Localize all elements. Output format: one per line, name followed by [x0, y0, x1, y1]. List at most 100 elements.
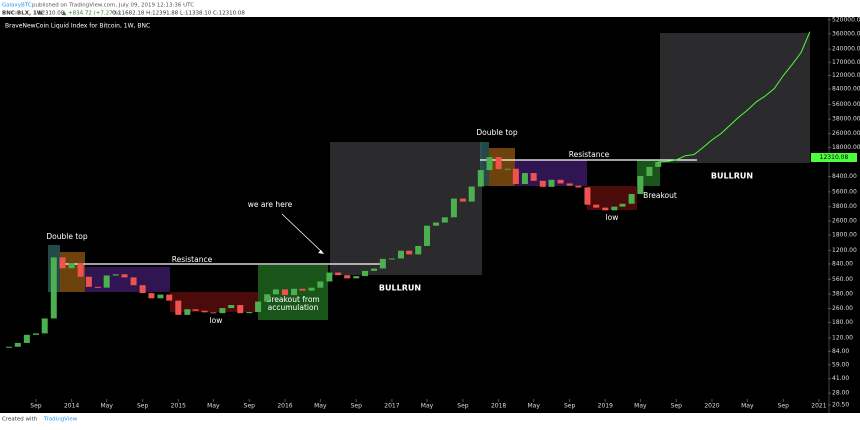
change: ▲ +834.72 (+7.27%)	[62, 11, 120, 17]
candle	[495, 157, 502, 170]
candle	[317, 281, 324, 288]
candle	[175, 300, 182, 315]
x-tick-label: Sep	[137, 403, 149, 410]
y-tick-label: 20.50	[832, 401, 849, 408]
candle	[23, 334, 30, 343]
y-tick-label: 520000.00	[832, 16, 860, 23]
x-tick-label: May	[741, 403, 754, 410]
x-tick-label: 2019	[598, 403, 613, 410]
annotation: BULLRUN	[711, 172, 753, 181]
candle	[50, 257, 57, 319]
footer-brand[interactable]: TradingView	[43, 417, 78, 423]
candle	[512, 168, 519, 184]
author[interactable]: GalaxyBTC	[2, 3, 32, 9]
ohlc: O:11682.18 H:12391.88 L:11338.10 C:12310…	[112, 11, 245, 17]
y-tick-label: 84000.00	[832, 86, 860, 93]
projection-line	[658, 31, 811, 163]
x-tick-label: Sep	[351, 403, 363, 410]
candle	[548, 179, 555, 187]
y-tick-label: 28.00	[832, 390, 849, 397]
candle	[530, 173, 537, 181]
x-tick-label: May	[527, 403, 540, 410]
candle	[459, 198, 466, 202]
candle	[192, 309, 199, 311]
zones	[48, 33, 810, 320]
candle	[344, 275, 351, 279]
y-tick-label: 240000.00	[832, 46, 860, 53]
y-tick-label: 120.00	[832, 334, 853, 341]
candle	[379, 258, 386, 269]
y-tick-label: 120000.00	[832, 72, 860, 79]
y-tick-label: 560.00	[832, 276, 853, 283]
candle	[646, 166, 653, 177]
candle	[388, 258, 395, 260]
y-tick-label: 360000.00	[832, 30, 860, 37]
price-tag	[811, 153, 857, 162]
y-tick-label: 840.00	[832, 260, 853, 267]
x-tick-label: May	[634, 403, 647, 410]
price-tag-label: 12310.08	[820, 154, 849, 161]
candle	[237, 305, 244, 314]
candle	[406, 250, 413, 255]
y-tick-label: 1200.00	[832, 247, 857, 254]
candle	[157, 294, 164, 299]
candle	[450, 198, 457, 218]
candle	[602, 207, 609, 211]
candle	[521, 173, 528, 184]
y-tick-label: 170000.00	[832, 59, 860, 66]
candle	[504, 168, 511, 170]
candle	[335, 272, 342, 276]
x-tick-label: Sep	[244, 403, 256, 410]
x-tick-label: 2018	[491, 403, 506, 410]
y-tick-label: 180.00	[832, 319, 853, 326]
candle	[228, 305, 235, 309]
arrow-head	[318, 250, 324, 254]
published: published on TradingView.com, July 09, 2…	[32, 3, 194, 9]
y-tick-label: 380.00	[832, 291, 853, 298]
candle	[68, 263, 75, 269]
x-tick-label: Sep	[671, 403, 683, 410]
candle	[299, 288, 306, 291]
annotation: accumulation	[268, 303, 319, 312]
candle	[424, 225, 431, 246]
zone	[660, 33, 810, 163]
annotation: low	[210, 316, 223, 325]
annotation: we are here	[248, 200, 293, 209]
y-tick-label: 59.00	[832, 361, 849, 368]
y-tick-label: 26000.00	[832, 130, 860, 137]
x-tick-label: 2016	[277, 403, 292, 410]
candle	[272, 289, 279, 295]
candle	[281, 289, 288, 296]
y-tick-label: 18000.00	[832, 144, 860, 151]
candle	[477, 170, 484, 187]
zone	[85, 267, 170, 292]
zone	[480, 142, 489, 186]
candle	[308, 287, 315, 291]
candle	[246, 312, 253, 314]
candle	[655, 161, 662, 167]
candle	[326, 272, 333, 282]
candle	[148, 293, 155, 299]
candle	[59, 257, 66, 269]
symbol: BNC:BLX, 1W	[2, 11, 43, 17]
x-tick-label: May	[421, 403, 434, 410]
candle	[264, 294, 271, 302]
candle	[628, 193, 635, 204]
candle	[166, 294, 173, 301]
candle	[94, 286, 101, 288]
candle	[291, 288, 298, 296]
zone	[170, 292, 258, 312]
candle	[611, 206, 618, 211]
candle	[362, 270, 369, 277]
annotation: Resistance	[172, 255, 213, 264]
candle	[255, 301, 262, 313]
candle	[41, 318, 48, 334]
candle	[433, 222, 440, 226]
candle	[415, 245, 422, 255]
candle	[6, 346, 13, 348]
x-tick-label: 2020	[704, 403, 719, 410]
y-tick-label: 260.00	[832, 305, 853, 312]
candle	[486, 157, 493, 171]
y-tick-label: 38000.00	[832, 116, 860, 123]
candle	[139, 285, 146, 294]
